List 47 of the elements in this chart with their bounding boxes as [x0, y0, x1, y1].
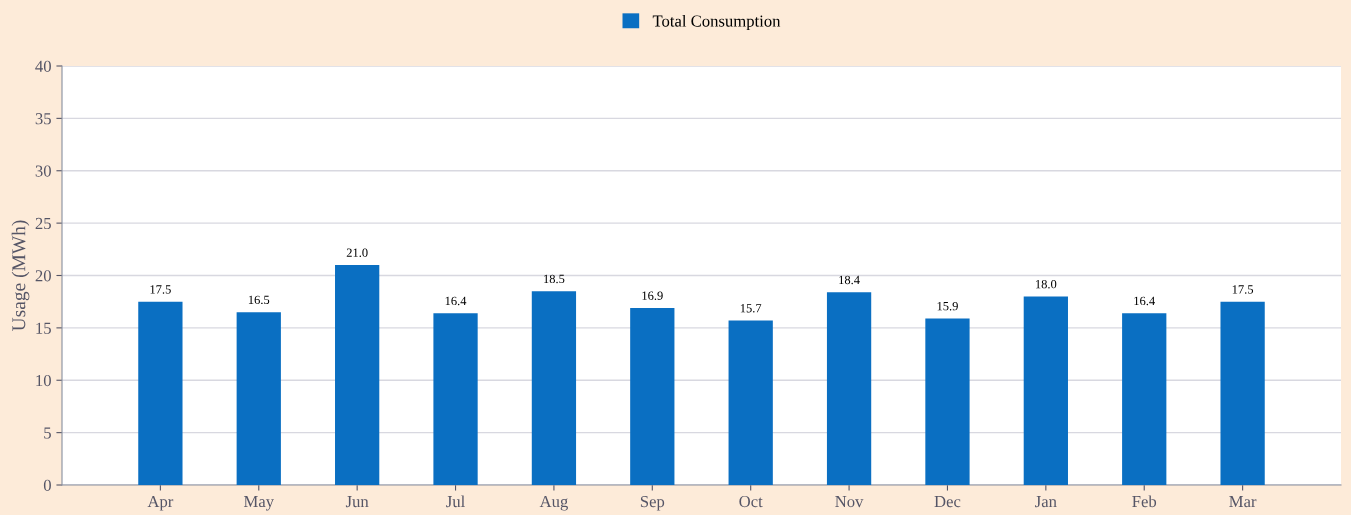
y-tick-label: 10	[36, 374, 51, 387]
bar	[925, 318, 970, 485]
x-tick-label: May	[243, 496, 274, 511]
bar	[826, 292, 872, 485]
y-tick-label: 5	[44, 427, 51, 439]
data-label: 15.7	[740, 304, 762, 313]
x-tick-label: Sep	[640, 495, 665, 511]
x-tick-label: Jun	[345, 496, 369, 508]
bar	[531, 291, 577, 485]
x-tick-label: Nov	[835, 496, 864, 508]
y-tick-label: 30	[35, 165, 51, 177]
bar	[1122, 313, 1167, 485]
bar	[728, 320, 773, 485]
data-label: 18.0	[1036, 279, 1057, 289]
data-label: 15.9	[937, 301, 958, 311]
bar	[335, 265, 380, 485]
x-tick-label: Apr	[147, 495, 174, 511]
x-tick-label: Jul	[446, 495, 465, 508]
bar	[1220, 301, 1265, 485]
y-tick-label: 40	[35, 60, 51, 72]
bar	[138, 301, 183, 485]
y-tick-label: 15	[36, 322, 51, 334]
legend-label: Total Consumption	[652, 14, 781, 31]
data-label: 16.4	[445, 296, 467, 306]
x-tick-label: Aug	[539, 495, 568, 511]
y-tick-label: 20	[35, 270, 51, 282]
data-label: 16.4	[1134, 296, 1155, 306]
data-label: 18.4	[839, 275, 860, 285]
bar	[236, 312, 281, 485]
data-label: 21.0	[346, 248, 368, 257]
y-tick-label: 25	[35, 217, 51, 230]
x-tick-label: Mar	[1229, 496, 1257, 508]
data-label: 16.5	[248, 295, 270, 305]
x-tick-label: Feb	[1132, 495, 1157, 508]
x-tick-label: Jan	[1035, 496, 1057, 508]
bar	[1023, 296, 1068, 485]
data-label: 17.5	[1232, 285, 1254, 294]
y-tick-label: 35	[35, 113, 51, 125]
data-label: 18.5	[544, 274, 565, 284]
x-tick-label: Oct	[739, 495, 763, 508]
data-label: 16.9	[642, 291, 663, 300]
y-axis-title: Usage (MWh)	[11, 220, 30, 331]
data-label: 17.5	[150, 285, 171, 294]
y-tick-label: 0	[43, 479, 51, 491]
x-tick-label: Dec	[934, 496, 961, 508]
bar	[433, 313, 478, 485]
bar	[630, 307, 675, 485]
